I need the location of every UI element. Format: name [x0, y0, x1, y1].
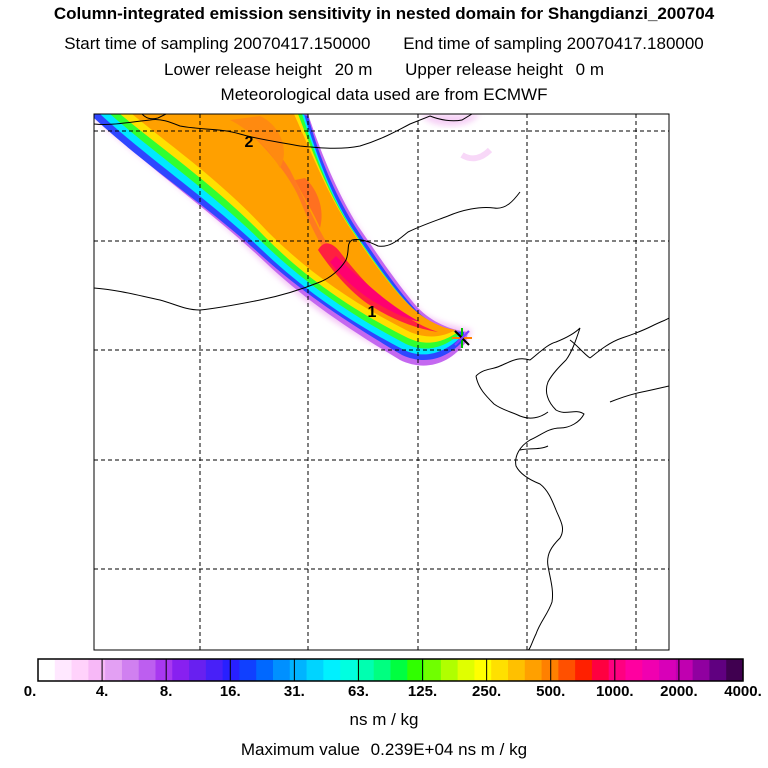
- start-time-label: Start time of sampling: [64, 34, 229, 53]
- end-time-value: 20070417.180000: [566, 34, 704, 53]
- colorbar-segment: [273, 659, 291, 681]
- colorbar-tick-label: 1000.: [596, 683, 634, 700]
- colorbar-segment: [457, 659, 476, 681]
- colorbar-segment: [155, 659, 173, 681]
- colorbar-segment: [524, 659, 543, 681]
- colorbar-tick-label: 4.: [95, 683, 109, 700]
- plume-faint-top: [300, 114, 480, 126]
- map-frame: [93, 113, 670, 651]
- max-value-number: 0.239E+04: [370, 740, 454, 759]
- plume-upper-blob: [230, 116, 284, 168]
- colorbar-segment: [289, 659, 308, 681]
- colorbar-segment: [121, 659, 140, 681]
- colorbar-segment: [558, 659, 576, 681]
- colorbar-segment: [38, 659, 56, 681]
- colorbar-segment: [222, 659, 241, 681]
- colorbar-segment: [373, 659, 392, 681]
- colorbar-tick-label: 500.: [536, 683, 566, 700]
- lower-height-value: 20 m: [334, 60, 373, 79]
- colorbar-tick-label: 16.: [219, 683, 241, 700]
- colorbar-segment: [205, 659, 224, 681]
- colorbar-segment: [726, 659, 744, 681]
- plume-layer: [94, 114, 493, 366]
- colorbar-segment: [474, 659, 492, 681]
- coastlines: [94, 114, 669, 650]
- lower-height-label: Lower release height: [164, 60, 322, 79]
- colorbar: [38, 659, 744, 681]
- colorbar-segment: [575, 659, 593, 681]
- colorbar-segment: [138, 659, 157, 681]
- colorbar-segment: [659, 659, 677, 681]
- colorbar-segment: [675, 659, 694, 681]
- coast-north-bay: [141, 114, 167, 120]
- coast-east-lower: [609, 385, 669, 403]
- colorbar-tick-label: 2000.: [660, 683, 698, 700]
- plume-orange: [132, 114, 456, 337]
- plume-core-outer: [240, 125, 430, 328]
- colorbar-tick-label: 4000.: [724, 683, 762, 700]
- colorbar-segment: [591, 659, 610, 681]
- coast-korea-inlet: [519, 445, 549, 451]
- sampling-times: Start time of sampling 20070417.150000 E…: [0, 34, 768, 54]
- coast-bohai: [94, 191, 521, 311]
- colorbar-segment: [189, 659, 207, 681]
- release-site-star-icon: [452, 328, 472, 348]
- colorbar-segment: [306, 659, 324, 681]
- colorbar-segment: [172, 659, 190, 681]
- colorbar-tick-label: 63.: [348, 683, 369, 700]
- start-time-value: 20070417.150000: [233, 34, 371, 53]
- colorbar-units: ns m / kg: [349, 710, 419, 729]
- colorbar-tick-label: 8.: [159, 683, 173, 700]
- upper-height-value: 0 m: [575, 60, 604, 79]
- marker-label-1: 1: [368, 304, 377, 321]
- max-value-label: Maximum value: [240, 740, 360, 759]
- plume-mid-blob: [295, 178, 322, 228]
- plume-faint-right: [460, 147, 493, 162]
- colorbar-frame: [37, 658, 744, 682]
- colorbar-segment: [508, 659, 526, 681]
- coast-east-link: [569, 339, 591, 359]
- colorbar-segment: [356, 659, 375, 681]
- colorbar-segment: [440, 659, 459, 681]
- coast-east: [589, 317, 669, 359]
- release-heights: Lower release height 20 m Upper release …: [0, 60, 768, 80]
- colorbar-segment: [424, 659, 442, 681]
- colorbar-tick-label: 31.: [283, 683, 305, 700]
- colorbar-segment: [491, 659, 509, 681]
- colorbar-segment: [625, 659, 643, 681]
- colorbar-segment: [256, 659, 274, 681]
- coast-north: [94, 114, 473, 149]
- colorbar-segment: [340, 659, 358, 681]
- colorbar-segment: [239, 659, 257, 681]
- coast-korea: [475, 327, 585, 650]
- colorbar-segment: [390, 659, 408, 681]
- coast-korea-west: [475, 375, 549, 419]
- colorbar-segment: [692, 659, 711, 681]
- colorbar-segment: [323, 659, 341, 681]
- max-value-units: ns m / kg: [458, 740, 528, 759]
- colorbar-tick-label: 125.: [407, 683, 438, 700]
- colorbar-segment: [709, 659, 727, 681]
- colorbar-segment: [407, 659, 425, 681]
- plot-title: Column-integrated emission sensitivity i…: [53, 4, 715, 23]
- colorbar-segment: [88, 659, 106, 681]
- colorbar-tick-label: 0.: [23, 683, 37, 700]
- graticule: [94, 114, 669, 650]
- end-time-label: End time of sampling: [403, 34, 562, 53]
- colorbar-tick-label: 250.: [472, 683, 502, 700]
- marker-label-2: 2: [245, 134, 254, 151]
- colorbar-segment: [54, 659, 73, 681]
- upper-height-label: Upper release height: [405, 60, 563, 79]
- colorbar-segment: [71, 659, 89, 681]
- colorbar-segment: [105, 659, 123, 681]
- max-value-line: Maximum value 0.239E+04 ns m / kg: [0, 740, 768, 760]
- met-data-line: Meteorological data used are from ECMWF: [220, 85, 548, 104]
- colorbar-segment: [608, 659, 627, 681]
- colorbar-segment: [642, 659, 660, 681]
- plume-core-red: [318, 243, 438, 332]
- plume-core-magenta: [330, 256, 420, 322]
